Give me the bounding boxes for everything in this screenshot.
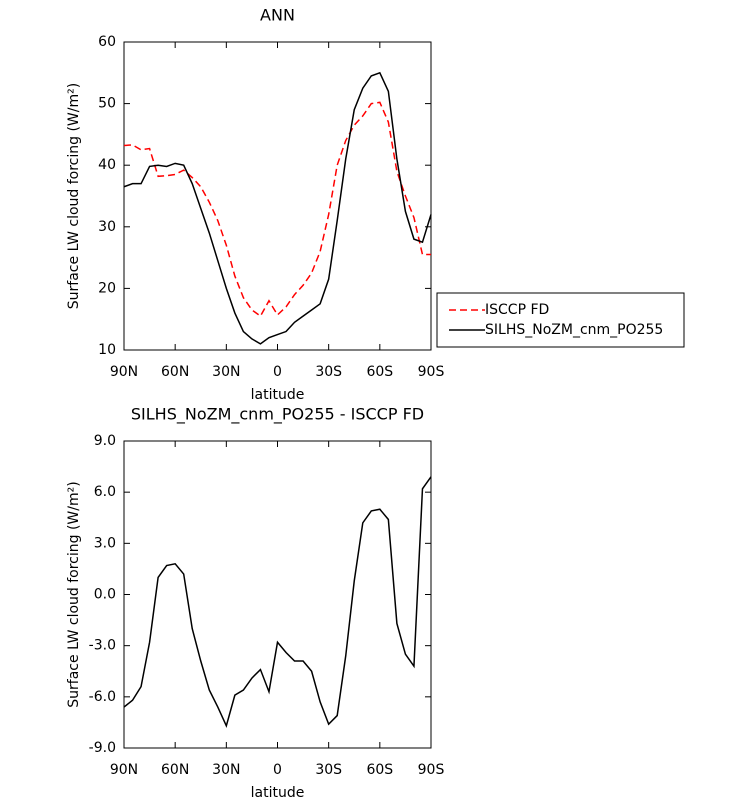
x-tick-label: 60N	[161, 364, 189, 380]
y-axis-label: Surface LW cloud forcing (W/m²)	[66, 481, 82, 707]
y-tick-label: -9.0	[89, 740, 116, 756]
y-axis-label: Surface LW cloud forcing (W/m²)	[66, 83, 82, 309]
x-tick-label: 30N	[212, 762, 240, 778]
plot-frame	[123, 41, 432, 351]
x-tick-label: 60S	[366, 364, 393, 380]
y-tick-label: 50	[98, 96, 116, 112]
x-tick-label: 90N	[110, 364, 138, 380]
chart-title: ANN	[260, 6, 295, 25]
legend-label: ISCCP FD	[485, 302, 549, 318]
y-tick-label: -3.0	[89, 638, 116, 654]
x-tick-label: 30N	[212, 364, 240, 380]
y-tick-label: 60	[98, 34, 116, 50]
chart-title: SILHS_NoZM_cnm_PO255 - ISCCP FD	[131, 405, 424, 425]
x-tick-label: 30S	[315, 364, 342, 380]
x-tick-label: 0	[273, 364, 282, 380]
y-tick-label: 3.0	[94, 535, 116, 551]
x-tick-label: 60N	[161, 762, 189, 778]
x-tick-label: 90S	[418, 762, 445, 778]
data-line	[123, 71, 432, 345]
legend-box	[436, 292, 685, 348]
y-tick-label: 20	[98, 280, 116, 296]
y-tick-label: 0.0	[94, 587, 116, 603]
y-tick-label: 10	[98, 342, 116, 358]
x-tick-label: 30S	[315, 762, 342, 778]
x-axis-label: latitude	[251, 387, 305, 403]
y-tick-label: -6.0	[89, 689, 116, 705]
y-tick-label: 30	[98, 219, 116, 235]
y-tick-label: 6.0	[94, 484, 116, 500]
y-tick-label: 9.0	[94, 433, 116, 449]
x-tick-label: 90N	[110, 762, 138, 778]
plot-frame	[123, 440, 432, 749]
x-tick-label: 60S	[366, 762, 393, 778]
x-tick-label: 90S	[418, 364, 445, 380]
legend-label: SILHS_NoZM_cnm_PO255	[485, 322, 663, 338]
data-line	[123, 476, 432, 729]
y-tick-label: 40	[98, 157, 116, 173]
x-tick-label: 0	[273, 762, 282, 778]
data-line	[123, 101, 431, 318]
x-axis-label: latitude	[251, 785, 305, 801]
